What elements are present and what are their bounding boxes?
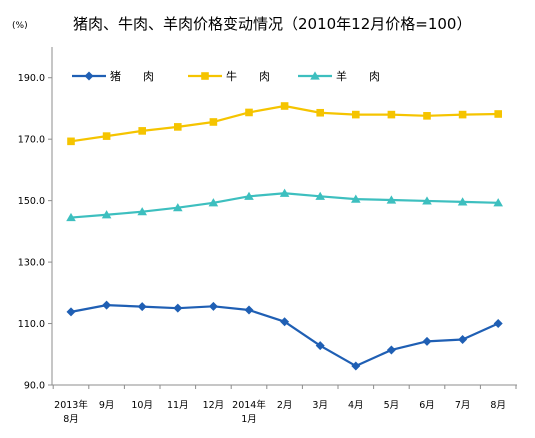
data-point — [244, 191, 254, 200]
data-point — [244, 305, 254, 315]
x-axis-ticks: 2013年 8月 9月 10月 11月 12月 2014年 1月 2月 3月 4月 5月 6月 7月 8月 — [52, 385, 517, 425]
series — [67, 102, 502, 146]
x-tick-label: 8月 — [63, 414, 79, 425]
series-layer — [66, 102, 503, 371]
data-point — [173, 203, 183, 212]
series-line — [70, 104, 499, 143]
data-point — [315, 341, 325, 351]
data-point — [174, 123, 182, 131]
data-point — [315, 191, 325, 200]
data-point — [173, 303, 183, 313]
data-point — [208, 301, 218, 311]
x-tick-label: 12月 — [203, 400, 225, 411]
data-point — [138, 127, 146, 135]
data-point — [351, 361, 361, 371]
data-point — [67, 137, 75, 146]
data-point — [458, 335, 468, 345]
x-tick-label: 2013年 — [54, 399, 88, 411]
data-point — [209, 118, 218, 126]
data-point — [352, 110, 360, 119]
legend: 猪 肉牛 肉羊 肉 — [72, 69, 380, 83]
legend-label: 羊 肉 — [336, 69, 380, 83]
data-point — [457, 197, 468, 206]
series — [66, 188, 503, 222]
unit-label: (%) — [12, 21, 28, 31]
data-point — [201, 72, 209, 80]
data-point — [422, 336, 432, 346]
data-point — [280, 102, 289, 110]
y-tick-label: 130.0 — [18, 258, 45, 269]
x-tick-label: 9月 — [99, 400, 115, 411]
x-tick-label: 6月 — [419, 400, 435, 411]
data-point — [245, 108, 253, 117]
data-point — [280, 317, 290, 327]
x-tick-label: 3月 — [312, 400, 328, 411]
x-tick-label: 2014年 — [232, 399, 266, 411]
data-point — [279, 188, 290, 197]
x-tick-label: 2月 — [277, 400, 293, 411]
x-tick-label: 4月 — [348, 400, 364, 411]
series-line — [70, 192, 499, 219]
data-point — [137, 207, 147, 216]
data-point — [310, 71, 320, 80]
y-tick-label: 150.0 — [18, 196, 45, 207]
data-point — [423, 112, 431, 120]
legend-label: 猪 肉 — [110, 70, 154, 83]
y-tick-label: 170.0 — [18, 135, 45, 146]
y-tick-label: 110.0 — [18, 319, 45, 330]
data-point — [493, 319, 503, 329]
data-point — [137, 302, 147, 312]
x-tick-label: 10月 — [131, 400, 153, 411]
data-point — [101, 210, 112, 219]
x-tick-label: 1月 — [241, 414, 257, 425]
legend-label: 牛 肉 — [226, 69, 270, 83]
axes — [51, 47, 517, 386]
x-tick-label: 7月 — [455, 400, 471, 411]
data-point — [84, 71, 94, 81]
x-tick-label: 8月 — [490, 400, 506, 411]
data-point — [66, 212, 76, 222]
x-tick-label: 5月 — [384, 400, 400, 411]
data-point — [102, 300, 112, 310]
data-point — [208, 198, 219, 207]
data-point — [66, 307, 76, 317]
y-tick-label: 90.0 — [24, 381, 45, 392]
data-point — [387, 110, 396, 119]
x-tick-label: 11月 — [167, 400, 189, 411]
chart-title: 猪肉、牛肉、羊肉价格变动情况（2010年12月价格=100） — [73, 15, 471, 33]
data-point — [422, 196, 432, 205]
series-line — [70, 304, 499, 368]
y-tick-label: 190.0 — [18, 73, 45, 84]
data-point — [494, 110, 502, 118]
data-point — [351, 194, 361, 203]
series — [66, 300, 503, 371]
data-point — [316, 108, 324, 117]
data-point — [493, 198, 503, 207]
data-point — [386, 345, 396, 355]
data-point — [458, 110, 467, 119]
data-point — [102, 132, 111, 140]
y-axis-ticks: 90.0 110.0 130.0 150.0 170.0 190.0 — [18, 73, 52, 392]
data-point — [386, 195, 397, 204]
